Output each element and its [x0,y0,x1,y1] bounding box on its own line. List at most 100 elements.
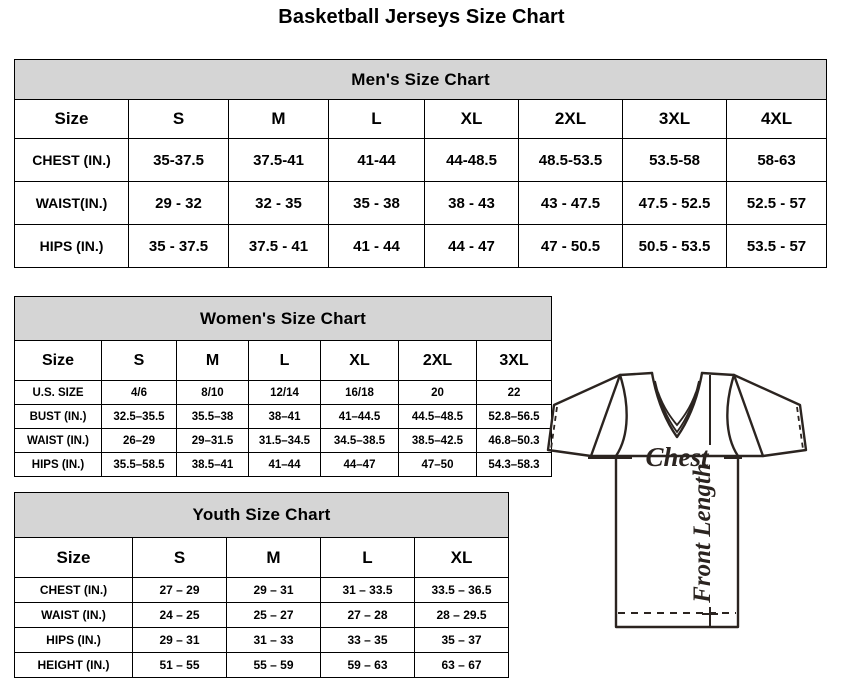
mens-cell: 41-44 [328,138,425,182]
youth-cell: 25 – 27 [226,602,321,628]
mens-col-head-l: L [328,99,425,139]
womens-size-chart-table: Women's Size Chart Size S M L XL 2XL 3XL… [13,296,553,477]
womens-cell: 32.5–35.5 [101,404,177,429]
youth-table-title: Youth Size Chart [13,492,510,538]
womens-cell: 34.5–38.5 [320,428,399,453]
table-row: WAIST (IN.) 26–29 29–31.5 31.5–34.5 34.5… [14,428,553,453]
youth-col-head-s: S [132,537,227,578]
mens-cell: 43 - 47.5 [518,181,623,225]
womens-col-head-2xl: 2XL [398,340,477,381]
table-row: CHEST (IN.) 35-37.5 37.5-41 41-44 44-48.… [14,138,828,182]
front-length-measure-line [702,375,718,627]
table-row: HIPS (IN.) 29 – 31 31 – 33 33 – 35 35 – … [14,627,510,653]
womens-cell: 35.5–58.5 [101,452,177,477]
table-row: HIPS (IN.) 35 - 37.5 37.5 - 41 41 - 44 4… [14,224,828,268]
jersey-measurement-diagram: Chest Front Length [528,345,838,670]
youth-row-label: WAIST (IN.) [14,602,133,628]
mens-size-chart-table: Men's Size Chart Size S M L XL 2XL 3XL 4… [13,59,828,268]
table-row: BUST (IN.) 32.5–35.5 35.5–38 38–41 41–44… [14,404,553,429]
mens-cell: 47 - 50.5 [518,224,623,268]
table-header-row: Size S M L XL 2XL 3XL 4XL [14,99,828,139]
mens-cell: 35-37.5 [128,138,229,182]
mens-cell: 50.5 - 53.5 [622,224,727,268]
mens-col-head-s: S [128,99,229,139]
youth-cell: 31 – 33.5 [320,577,415,603]
womens-cell: 44–47 [320,452,399,477]
mens-cell: 58-63 [725,138,828,182]
table-title-row: Men's Size Chart [13,59,828,100]
table-row: HEIGHT (IN.) 51 – 55 55 – 59 59 – 63 63 … [14,652,510,678]
mens-cell: 35 - 38 [328,181,425,225]
womens-col-head-l: L [248,340,321,381]
youth-cell: 24 – 25 [132,602,227,628]
youth-cell: 51 – 55 [132,652,227,678]
mens-col-head-2xl: 2XL [518,99,623,139]
womens-cell: 12/14 [248,380,321,405]
table-header-row: Size S M L XL [14,537,510,578]
mens-table-title: Men's Size Chart [13,59,828,100]
table-title-row: Women's Size Chart [13,296,553,341]
youth-cell: 27 – 29 [132,577,227,603]
front-length-measure-label: Front Length [689,463,716,604]
page-title: Basketball Jerseys Size Chart [278,6,565,28]
youth-cell: 29 – 31 [226,577,321,603]
youth-col-head-xl: XL [413,537,510,578]
mens-cell: 37.5 - 41 [228,224,329,268]
womens-cell: 29–31.5 [176,428,249,453]
mens-cell: 41 - 44 [328,224,425,268]
womens-cell: 35.5–38 [176,404,249,429]
mens-cell: 29 - 32 [128,181,229,225]
jersey-left-sleeve-icon [546,373,622,458]
youth-row-label: HEIGHT (IN.) [14,652,133,678]
youth-row-label: CHEST (IN.) [14,577,133,603]
youth-cell: 29 – 31 [132,627,227,653]
womens-cell: 41–44.5 [320,404,399,429]
womens-cell: 54.3–58.3 [475,452,553,477]
womens-col-head-3xl: 3XL [475,340,553,381]
mens-cell: 52.5 - 57 [725,181,828,225]
womens-col-head-size: Size [14,340,102,381]
youth-cell: 27 – 28 [320,602,415,628]
womens-row-label: U.S. SIZE [14,380,102,405]
womens-row-label: BUST (IN.) [14,404,102,429]
womens-col-head-xl: XL [320,340,399,381]
womens-cell: 46.8–50.3 [475,428,553,453]
womens-cell: 38.5–41 [176,452,249,477]
table-title-row: Youth Size Chart [13,492,510,538]
youth-cell: 35 – 37 [413,627,510,653]
youth-cell: 59 – 63 [320,652,415,678]
mens-cell: 44-48.5 [424,138,519,182]
mens-cell: 53.5 - 57 [725,224,828,268]
womens-cell: 38–41 [248,404,321,429]
womens-cell: 26–29 [101,428,177,453]
table-row: WAIST(IN.) 29 - 32 32 - 35 35 - 38 38 - … [14,181,828,225]
mens-cell: 38 - 43 [424,181,519,225]
chest-measure-label: Chest [645,442,710,472]
table-row: U.S. SIZE 4/6 8/10 12/14 16/18 20 22 [14,380,553,405]
youth-cell: 31 – 33 [226,627,321,653]
mens-row-label: HIPS (IN.) [14,224,129,268]
womens-row-label: WAIST (IN.) [14,428,102,453]
mens-cell: 47.5 - 52.5 [622,181,727,225]
womens-cell: 4/6 [101,380,177,405]
youth-col-head-m: M [226,537,321,578]
womens-cell: 16/18 [320,380,399,405]
mens-col-head-m: M [228,99,329,139]
mens-row-label: WAIST(IN.) [14,181,129,225]
mens-cell: 32 - 35 [228,181,329,225]
youth-cell: 55 – 59 [226,652,321,678]
womens-cell: 44.5–48.5 [398,404,477,429]
mens-col-head-3xl: 3XL [622,99,727,139]
womens-col-head-m: M [176,340,249,381]
womens-cell: 20 [398,380,477,405]
table-row: WAIST (IN.) 24 – 25 25 – 27 27 – 28 28 –… [14,602,510,628]
table-header-row: Size S M L XL 2XL 3XL [14,340,553,381]
womens-cell: 41–44 [248,452,321,477]
table-row: CHEST (IN.) 27 – 29 29 – 31 31 – 33.5 33… [14,577,510,603]
mens-cell: 53.5-58 [622,138,727,182]
mens-col-head-4xl: 4XL [725,99,828,139]
youth-cell: 33.5 – 36.5 [413,577,510,603]
womens-cell: 47–50 [398,452,477,477]
womens-row-label: HIPS (IN.) [14,452,102,477]
womens-cell: 8/10 [176,380,249,405]
